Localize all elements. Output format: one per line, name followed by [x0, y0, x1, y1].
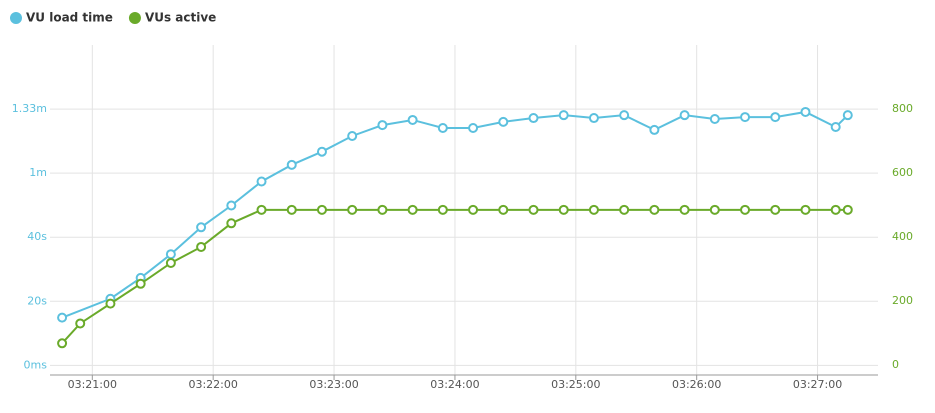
point	[588, 204, 599, 215]
legend-swatch	[128, 12, 141, 24]
series-line	[61, 208, 848, 344]
point	[679, 204, 690, 215]
point	[830, 122, 841, 133]
point	[105, 298, 116, 309]
point	[165, 257, 176, 268]
point	[407, 114, 418, 125]
point	[558, 204, 569, 215]
y-tick-label: 1m	[29, 166, 47, 179]
point	[709, 114, 720, 125]
x-tick-label: 03:23:00	[309, 378, 358, 391]
point	[679, 110, 690, 121]
point	[377, 204, 388, 215]
x-tick-label: 03:25:00	[551, 378, 600, 391]
point	[286, 204, 297, 215]
point	[437, 204, 448, 215]
y-tick-label: 40s	[27, 230, 47, 243]
point	[830, 204, 841, 215]
y2-tick-label: 400	[892, 230, 913, 243]
point	[196, 241, 207, 252]
point	[528, 113, 539, 124]
point	[226, 218, 237, 229]
point	[649, 204, 660, 215]
point	[528, 204, 539, 215]
point	[377, 120, 388, 131]
y-tick-label: 1.33m	[12, 102, 47, 115]
point	[57, 338, 68, 349]
point	[800, 204, 811, 215]
point	[196, 222, 207, 233]
point	[316, 204, 327, 215]
x-tick-label: 03:26:00	[672, 378, 721, 391]
point	[619, 110, 630, 121]
point	[770, 204, 781, 215]
point	[347, 130, 358, 141]
x-tick-label: 03:22:00	[188, 378, 237, 391]
y2-tick-label: 200	[892, 294, 913, 307]
point	[347, 204, 358, 215]
point	[316, 146, 327, 157]
point	[407, 204, 418, 215]
legend-swatch	[10, 12, 22, 24]
point	[256, 176, 267, 187]
x-tick-label: 03:24:00	[430, 378, 479, 391]
x-tick-label: 03:21:00	[68, 378, 117, 391]
point	[842, 204, 853, 215]
y2-tick-label: 600	[892, 166, 913, 179]
point	[286, 159, 297, 170]
point	[498, 116, 509, 127]
point	[135, 278, 146, 289]
y2-tick-label: 800	[892, 102, 913, 115]
point	[256, 204, 267, 215]
legend-label: VUs active	[145, 11, 216, 25]
point	[468, 204, 479, 215]
point	[468, 122, 479, 133]
y-tick-label: 0ms	[24, 358, 48, 371]
point	[842, 110, 853, 121]
point	[75, 318, 86, 329]
point	[619, 204, 630, 215]
point	[165, 249, 176, 260]
legend-label: VU load time	[26, 11, 113, 25]
point	[437, 122, 448, 133]
point	[740, 112, 751, 123]
point	[57, 312, 68, 323]
point	[800, 106, 811, 117]
point	[588, 113, 599, 124]
point	[558, 110, 569, 121]
point	[740, 204, 751, 215]
y2-tick-label: 0	[892, 358, 899, 371]
point	[226, 200, 237, 211]
x-tick-label: 03:27:00	[793, 378, 842, 391]
point	[498, 204, 509, 215]
point	[649, 124, 660, 135]
y-tick-label: 20s	[27, 294, 47, 307]
point	[770, 112, 781, 123]
point	[709, 204, 720, 215]
